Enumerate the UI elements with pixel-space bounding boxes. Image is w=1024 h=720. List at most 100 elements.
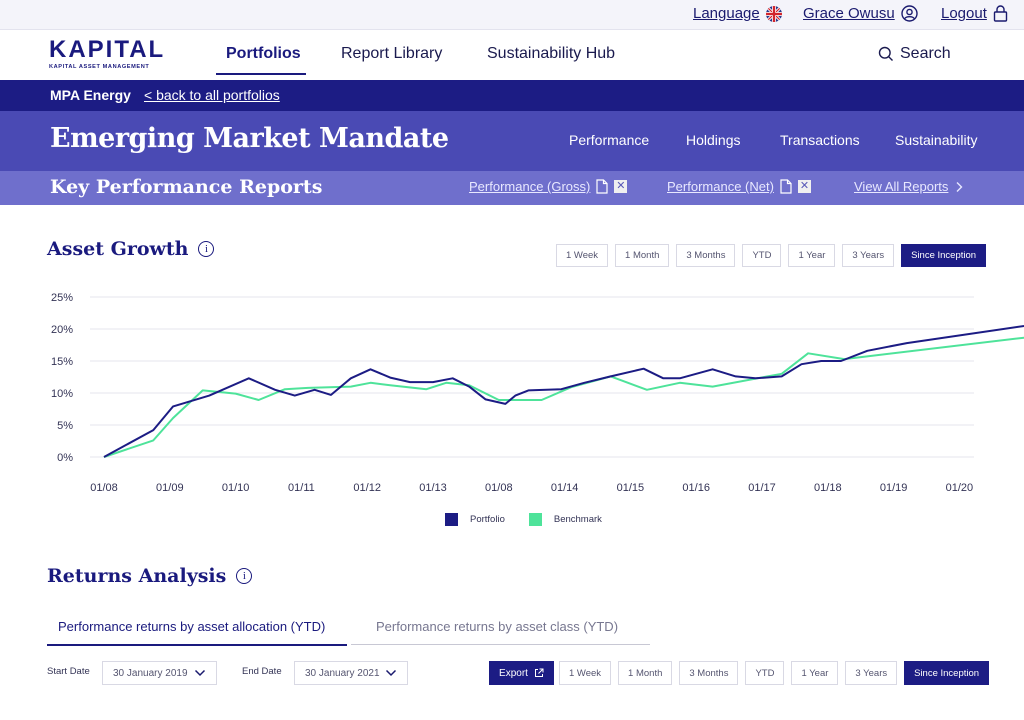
user-menu[interactable]: Grace Owusu bbox=[803, 5, 918, 22]
x-tick-label: 01/12 bbox=[353, 482, 381, 494]
active-tab-underline bbox=[47, 644, 347, 646]
legend-item-benchmark[interactable]: Benchmark bbox=[528, 513, 602, 526]
logo-wordmark: KAPITAL bbox=[49, 36, 166, 63]
returns-range-1-month[interactable]: 1 Month bbox=[618, 661, 673, 685]
page-title: Emerging Market Mandate bbox=[50, 123, 449, 154]
mandate-header: Emerging Market Mandate Performance Hold… bbox=[0, 111, 1024, 171]
start-date-label: Start Date bbox=[47, 666, 90, 677]
tab-sustainability[interactable]: Sustainability bbox=[895, 132, 978, 148]
chevron-right-icon bbox=[956, 181, 963, 192]
x-tick-label: 01/15 bbox=[617, 482, 645, 494]
nav-active-underline bbox=[216, 73, 306, 75]
x-tick-label: 01/17 bbox=[748, 482, 776, 494]
legend-swatch-benchmark bbox=[528, 513, 542, 526]
report-link-gross[interactable]: Performance (Gross) ✕ bbox=[469, 179, 628, 194]
report-gross-label: Performance (Gross) bbox=[469, 179, 591, 194]
chevron-down-icon bbox=[194, 669, 206, 677]
uk-flag-icon bbox=[765, 5, 782, 22]
document-icon bbox=[596, 179, 608, 194]
y-tick-label: 10% bbox=[51, 388, 73, 400]
tab-asset-class[interactable]: Performance returns by asset class (YTD) bbox=[376, 619, 619, 634]
end-date-select[interactable]: 30 January 2021 bbox=[294, 661, 408, 685]
info-icon[interactable]: i bbox=[236, 568, 253, 584]
range-since-inception[interactable]: Since Inception bbox=[901, 244, 987, 267]
logo-tagline: KAPITAL ASSET MANAGEMENT bbox=[49, 64, 150, 70]
search-button[interactable]: Search bbox=[878, 45, 951, 63]
asset-growth-heading: Asset Growth i bbox=[47, 238, 215, 260]
user-name: Grace Owusu bbox=[803, 5, 895, 22]
tab-performance[interactable]: Performance bbox=[569, 132, 650, 148]
returns-range-1-week[interactable]: 1 Week bbox=[559, 661, 612, 685]
returns-range-3-years[interactable]: 3 Years bbox=[845, 661, 898, 685]
y-tick-label: 0% bbox=[57, 452, 73, 464]
y-tick-label: 20% bbox=[51, 324, 73, 336]
range-1-year[interactable]: 1 Year bbox=[788, 244, 836, 267]
external-link-icon bbox=[534, 668, 544, 677]
returns-analysis-heading: Returns Analysis i bbox=[47, 565, 253, 587]
x-tick-label: 01/19 bbox=[880, 482, 908, 494]
y-tick-label: 15% bbox=[51, 356, 73, 368]
main-header: KAPITAL KAPITAL ASSET MANAGEMENT Portfol… bbox=[0, 30, 1024, 80]
info-icon[interactable]: i bbox=[198, 241, 215, 257]
returns-range-1-year[interactable]: 1 Year bbox=[791, 661, 839, 685]
range-3-months[interactable]: 3 Months bbox=[676, 244, 736, 267]
report-net-label: Performance (Net) bbox=[667, 179, 774, 194]
chart-legend: Portfolio Benchmark bbox=[445, 513, 602, 526]
x-tick-label: 01/14 bbox=[551, 482, 579, 494]
start-date-value: 30 January 2019 bbox=[113, 667, 188, 679]
logout-link[interactable]: Logout bbox=[941, 5, 1008, 22]
legend-label-portfolio: Portfolio bbox=[470, 514, 505, 525]
breadcrumb: MPA Energy < back to all portfolios bbox=[0, 80, 1024, 111]
y-tick-label: 5% bbox=[57, 420, 73, 432]
key-reports-bar: Key Performance Reports Performance (Gro… bbox=[0, 171, 1024, 205]
x-tick-label: 01/20 bbox=[946, 482, 974, 494]
returns-range-since-inception[interactable]: Since Inception bbox=[904, 661, 990, 685]
asset-growth-title: Asset Growth bbox=[47, 238, 189, 260]
back-to-portfolios-link[interactable]: < back to all portfolios bbox=[144, 87, 280, 103]
report-link-net[interactable]: Performance (Net) ✕ bbox=[667, 179, 811, 194]
logout-label: Logout bbox=[941, 5, 987, 22]
view-all-reports-link[interactable]: View All Reports bbox=[854, 179, 964, 194]
key-reports-title: Key Performance Reports bbox=[50, 176, 323, 198]
nav-report-library[interactable]: Report Library bbox=[341, 45, 443, 62]
nav-sustainability-hub[interactable]: Sustainability Hub bbox=[487, 45, 616, 62]
excel-icon[interactable]: ✕ bbox=[797, 180, 811, 193]
legend-label-benchmark: Benchmark bbox=[553, 514, 602, 525]
tab-asset-allocation[interactable]: Performance returns by asset allocation … bbox=[58, 619, 326, 634]
returns-analysis-title: Returns Analysis bbox=[47, 565, 227, 587]
nav-portfolios[interactable]: Portfolios bbox=[226, 45, 301, 62]
breadcrumb-current: MPA Energy bbox=[50, 87, 131, 103]
range-ytd[interactable]: YTD bbox=[742, 244, 782, 267]
export-button[interactable]: Export bbox=[489, 661, 554, 685]
range-3-years[interactable]: 3 Years bbox=[842, 244, 895, 267]
excel-icon[interactable]: ✕ bbox=[614, 180, 628, 193]
x-tick-label: 01/18 bbox=[814, 482, 842, 494]
returns-range-selector: 1 Week 1 Month 3 Months YTD 1 Year 3 Yea… bbox=[559, 661, 990, 685]
utility-bar: Language Grace Owusu Logout bbox=[0, 0, 1024, 30]
x-tick-label: 01/11 bbox=[288, 482, 315, 494]
x-tick-label: 01/10 bbox=[222, 482, 250, 494]
start-date-select[interactable]: 30 January 2019 bbox=[102, 661, 217, 685]
user-circle-icon bbox=[901, 5, 918, 22]
tab-transactions[interactable]: Transactions bbox=[780, 132, 860, 148]
lock-icon bbox=[993, 5, 1008, 22]
returns-range-3-months[interactable]: 3 Months bbox=[679, 661, 739, 685]
asset-growth-chart: 0% 5% 10% 15% 20% 25% 01/08 01/09 01/10 01/11 01/1… bbox=[0, 280, 1024, 530]
series-line-portfolio bbox=[103, 324, 1024, 458]
legend-item-portfolio[interactable]: Portfolio bbox=[445, 513, 505, 526]
tab-underline bbox=[351, 644, 650, 645]
document-icon bbox=[780, 179, 792, 194]
asset-growth-chart-svg: 0% 5% 10% 15% 20% 25% 01/08 01/09 01/10 01/11 01/1… bbox=[51, 292, 1024, 494]
x-tick-label: 01/08 bbox=[90, 482, 118, 494]
range-1-month[interactable]: 1 Month bbox=[615, 244, 670, 267]
range-1-week[interactable]: 1 Week bbox=[556, 244, 609, 267]
tab-holdings[interactable]: Holdings bbox=[686, 132, 741, 148]
x-tick-label: 01/13 bbox=[419, 482, 447, 494]
kapital-logo[interactable]: KAPITAL KAPITAL ASSET MANAGEMENT bbox=[49, 36, 166, 71]
asset-growth-range-selector: 1 Week 1 Month 3 Months YTD 1 Year 3 Yea… bbox=[556, 244, 987, 267]
chevron-down-icon bbox=[385, 669, 397, 677]
x-tick-label: 01/09 bbox=[156, 482, 184, 494]
language-label: Language bbox=[693, 5, 760, 22]
language-link[interactable]: Language bbox=[693, 5, 782, 22]
returns-range-ytd[interactable]: YTD bbox=[745, 661, 785, 685]
